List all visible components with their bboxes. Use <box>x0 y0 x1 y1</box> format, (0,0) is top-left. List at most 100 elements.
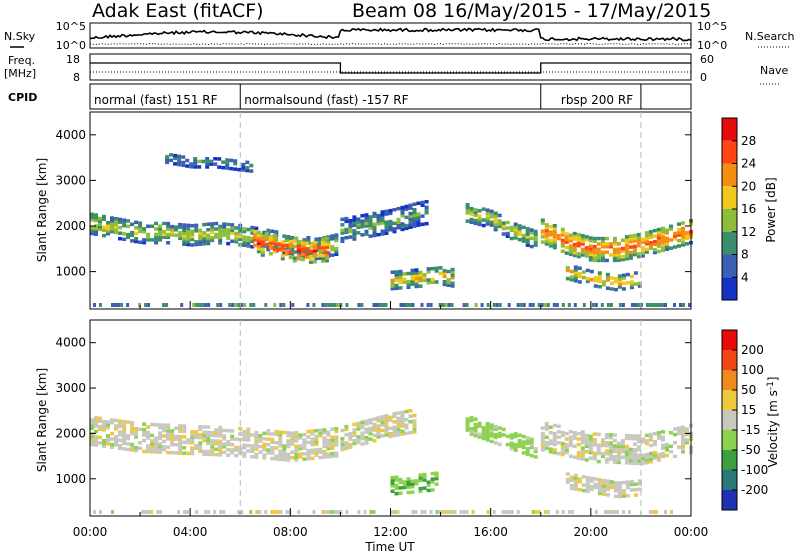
data-cell <box>352 422 357 427</box>
data-cell <box>516 303 520 307</box>
data-cell <box>111 303 114 307</box>
data-cell <box>685 438 689 442</box>
data-cell <box>154 227 159 231</box>
data-cell <box>194 226 199 230</box>
data-cell <box>225 163 230 168</box>
data-cell <box>585 268 590 273</box>
data-cell <box>596 459 601 464</box>
data-cell <box>144 510 148 514</box>
data-cell <box>685 231 689 235</box>
data-cell <box>274 432 279 437</box>
data-cell <box>394 286 399 291</box>
data-cell <box>186 223 191 228</box>
data-cell <box>404 226 409 231</box>
data-cell <box>177 160 182 164</box>
data-cell <box>182 242 187 246</box>
data-cell <box>286 431 291 435</box>
data-cell <box>620 246 625 251</box>
data-cell <box>384 228 389 233</box>
data-cell <box>505 226 510 230</box>
data-cell <box>178 225 183 230</box>
data-cell <box>90 440 94 444</box>
data-cell <box>170 233 175 237</box>
data-cell <box>384 223 389 227</box>
data-cell <box>665 445 669 449</box>
colorbar-frame <box>721 329 738 511</box>
data-cell <box>312 254 317 259</box>
data-cell <box>181 155 186 159</box>
data-cell <box>580 253 585 257</box>
data-cell <box>681 439 685 443</box>
data-cell <box>154 447 159 451</box>
data-cell <box>294 436 299 440</box>
data-cell <box>368 223 373 227</box>
data-cell <box>593 278 598 283</box>
data-cell <box>273 510 277 514</box>
data-cell <box>644 247 649 251</box>
data-cell <box>493 424 498 429</box>
data-cell <box>322 436 327 440</box>
data-cell <box>569 483 574 488</box>
data-cell <box>90 434 94 439</box>
data-cell <box>656 227 661 232</box>
data-cell <box>102 225 106 230</box>
data-cell <box>169 158 174 163</box>
data-cell <box>603 510 607 514</box>
data-cell <box>234 226 239 230</box>
data-cell <box>174 442 179 447</box>
data-cell <box>394 275 399 280</box>
data-cell <box>222 437 227 441</box>
data-cell <box>677 227 681 232</box>
data-cell <box>564 448 569 452</box>
data-cell <box>624 246 629 250</box>
data-cell <box>333 303 337 307</box>
data-cell <box>584 433 589 438</box>
data-cell <box>150 441 155 446</box>
data-cell <box>182 231 187 235</box>
data-cell <box>278 244 283 249</box>
data-cell <box>130 230 135 235</box>
data-cell <box>352 231 357 236</box>
data-cell <box>620 257 625 262</box>
data-cell <box>308 254 313 259</box>
data-cell <box>406 490 411 495</box>
data-cell <box>604 449 609 453</box>
data-cell <box>414 268 419 272</box>
data-cell <box>400 424 405 428</box>
data-cell <box>198 444 203 448</box>
data-cell <box>262 437 267 441</box>
data-cell <box>426 488 431 493</box>
data-cell <box>673 245 677 249</box>
data-cell <box>310 448 315 452</box>
data-cell <box>330 435 335 440</box>
data-cell <box>158 425 163 430</box>
data-cell <box>250 449 255 454</box>
data-cell <box>182 239 187 244</box>
data-cell <box>222 450 227 455</box>
data-cell <box>632 236 637 240</box>
data-cell <box>158 431 163 435</box>
data-cell <box>288 244 293 249</box>
data-cell <box>290 252 295 256</box>
data-cell <box>411 303 415 307</box>
data-cell <box>597 478 602 482</box>
data-cell <box>616 250 621 254</box>
data-cell <box>548 230 553 234</box>
data-cell <box>290 434 295 438</box>
data-cell <box>568 438 573 442</box>
data-cell <box>340 217 345 222</box>
data-cell <box>410 274 415 278</box>
freq-label: Freq. <box>8 54 35 67</box>
data-cell <box>685 233 689 238</box>
data-cell <box>525 232 530 236</box>
data-cell <box>651 510 655 514</box>
data-cell <box>205 165 210 169</box>
data-cell <box>302 446 307 450</box>
data-cell <box>390 281 395 285</box>
data-cell <box>592 437 597 442</box>
data-cell <box>344 230 349 235</box>
data-cell <box>406 477 411 481</box>
data-cell <box>597 285 602 289</box>
data-cell <box>209 159 214 164</box>
data-cell <box>246 438 251 442</box>
